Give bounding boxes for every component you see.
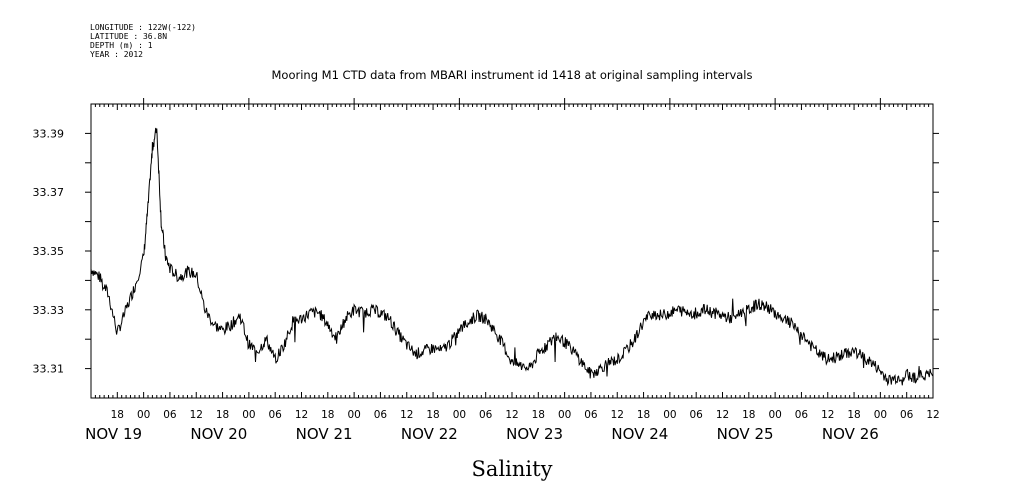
- hour-tick-label: 06: [479, 409, 493, 421]
- hour-tick-label: 18: [111, 409, 124, 421]
- day-label: NOV 23: [506, 425, 563, 443]
- hour-tick-label: 06: [900, 409, 914, 421]
- hour-tick-label: 12: [505, 409, 518, 421]
- hour-tick-label: 00: [137, 409, 150, 421]
- hour-tick-label: 00: [347, 409, 360, 421]
- hour-tick-label: 12: [611, 409, 624, 421]
- hour-tick-label: 12: [190, 409, 203, 421]
- hour-tick-label: 00: [453, 409, 466, 421]
- hour-tick-label: 06: [795, 409, 809, 421]
- day-label: NOV 24: [611, 425, 668, 443]
- longitude-text: LONGITUDE : 122W(-122): [90, 23, 196, 32]
- hour-tick-label: 06: [374, 409, 388, 421]
- metadata-block: LONGITUDE : 122W(-122) LATITUDE : 36.8N …: [90, 23, 196, 59]
- plot-frame: [90, 103, 934, 399]
- hour-tick-label: 06: [163, 409, 177, 421]
- hour-tick-labels: 18 00 06 12 18 00 06 12 18 00 06 12 18 00 06 12 18 00 06 12…: [111, 409, 940, 421]
- depth-text: DEPTH (m) : 1: [90, 41, 153, 50]
- day-label: NOV 20: [190, 425, 247, 443]
- hour-tick-label: 12: [400, 409, 413, 421]
- x-axis-label: Salinity: [472, 457, 553, 481]
- hour-tick-label: 18: [637, 409, 650, 421]
- y-tick-label: 33.33: [33, 304, 65, 317]
- hour-tick-label: 00: [874, 409, 887, 421]
- day-label: NOV 26: [822, 425, 879, 443]
- hour-tick-label: 06: [269, 409, 283, 421]
- hour-tick-label: 00: [663, 409, 676, 421]
- day-label: NOV 21: [296, 425, 353, 443]
- hour-tick-label: 12: [295, 409, 308, 421]
- y-axis: 33.31 33.33 33.35 33.37 33.39: [33, 127, 939, 376]
- day-label: NOV 19: [85, 425, 142, 443]
- hour-tick-label: 06: [584, 409, 598, 421]
- x-axis: [90, 98, 934, 398]
- hour-tick-label: 12: [821, 409, 834, 421]
- chart-title: Mooring M1 CTD data from MBARI instrumen…: [272, 68, 753, 82]
- day-labels: NOV 19 NOV 20 NOV 21 NOV 22 NOV 23 NOV 24 NOV …: [85, 425, 879, 443]
- hour-tick-label: 18: [742, 409, 755, 421]
- hour-tick-label: 12: [926, 409, 939, 421]
- hour-tick-label: 00: [558, 409, 571, 421]
- latitude-text: LATITUDE : 36.8N: [90, 32, 167, 41]
- salinity-line: [90, 127, 934, 387]
- y-tick-label: 33.31: [33, 363, 65, 376]
- year-text: YEAR : 2012: [90, 50, 143, 59]
- hour-tick-label: 18: [321, 409, 334, 421]
- hour-tick-label: 12: [716, 409, 729, 421]
- hour-tick-label: 18: [532, 409, 545, 421]
- y-tick-label: 33.35: [33, 245, 65, 258]
- hour-tick-label: 18: [426, 409, 439, 421]
- hour-tick-label: 18: [216, 409, 229, 421]
- day-label: NOV 25: [717, 425, 774, 443]
- hour-tick-label: 00: [242, 409, 255, 421]
- day-label: NOV 22: [401, 425, 458, 443]
- y-tick-label: 33.37: [33, 186, 65, 199]
- hour-tick-label: 06: [690, 409, 704, 421]
- y-tick-label: 33.39: [33, 127, 65, 140]
- hour-tick-label: 18: [847, 409, 860, 421]
- hour-tick-label: 00: [768, 409, 781, 421]
